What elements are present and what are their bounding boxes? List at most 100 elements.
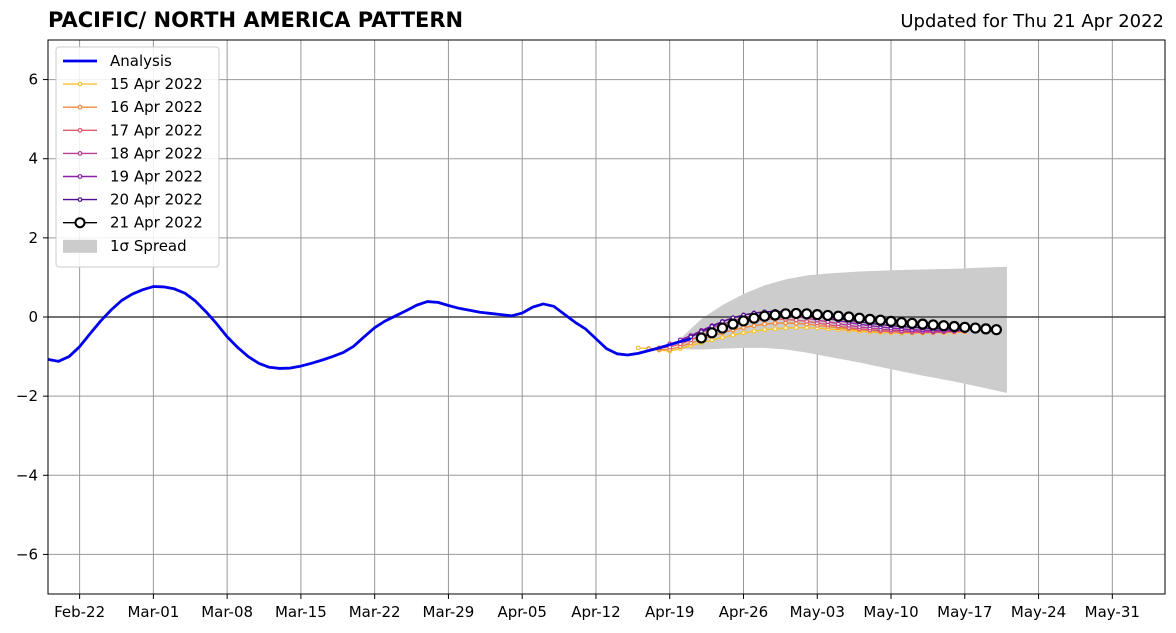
series-point [706, 327, 718, 339]
series-point [783, 325, 789, 331]
x-tick-label: Apr-19 [645, 603, 695, 621]
legend-label: 20 Apr 2022 [110, 191, 203, 209]
series-point [751, 328, 757, 334]
x-tick-label: Mar-01 [127, 603, 179, 621]
legend-label: 16 Apr 2022 [110, 98, 203, 116]
legend: Analysis 15 Apr 2022 16 Apr 2022 17 Apr 202… [55, 46, 220, 268]
series-point [635, 345, 641, 351]
legend-entry: Analysis [63, 52, 172, 70]
series-layer [635, 307, 1002, 354]
x-tick-label: Mar-22 [349, 603, 401, 621]
analysis-line [47, 285, 692, 370]
legend-entry: 1σ Spread [63, 237, 187, 255]
x-tick-label: Feb-22 [54, 603, 105, 621]
legend-label: 17 Apr 2022 [110, 121, 203, 139]
series-point [948, 320, 960, 333]
legend-label: 18 Apr 2022 [110, 144, 203, 162]
legend-entry: 21 Apr 2022 [63, 214, 203, 232]
legend-marker [77, 150, 83, 156]
series-point [864, 313, 876, 325]
chart-subtitle: Updated for Thu 21 Apr 2022 [900, 11, 1164, 32]
series-point [769, 309, 781, 321]
x-tick-label: Mar-29 [423, 603, 475, 621]
series-point [748, 312, 760, 324]
legend-label: 19 Apr 2022 [110, 168, 203, 186]
x-tick-label: May-31 [1085, 603, 1140, 621]
y-tick-label: 2 [28, 229, 38, 247]
series-point [990, 324, 1002, 336]
series-point [758, 310, 771, 322]
x-tick-label: May-03 [790, 603, 845, 621]
y-tick-label: −2 [16, 387, 38, 405]
series-point [695, 332, 707, 344]
series-point [737, 315, 750, 327]
legend-marker [77, 81, 83, 87]
legend-label: 15 Apr 2022 [110, 75, 203, 93]
series-point [727, 318, 739, 330]
x-tick-label: Apr-05 [497, 603, 547, 621]
legend-label: Analysis [110, 52, 172, 70]
series-point [959, 321, 971, 333]
legend-entry: 20 Apr 2022 [63, 191, 203, 209]
series-point [780, 308, 792, 320]
forecast-series-21-apr-2022 [695, 307, 1002, 344]
series-point [980, 323, 992, 335]
series-point [741, 330, 746, 336]
plot-frame [47, 39, 1166, 595]
x-tick-label: May-10 [863, 603, 918, 621]
series-point [790, 307, 802, 320]
legend-label: 1σ Spread [110, 237, 187, 255]
legend-entry: 15 Apr 2022 [63, 75, 203, 93]
legend-box [55, 46, 220, 268]
series-point [822, 309, 834, 322]
legend-marker [77, 104, 83, 110]
analysis-layer [47, 285, 692, 370]
series-point [927, 319, 939, 331]
legend-marker [77, 127, 83, 133]
y-tick-label: −4 [16, 466, 38, 484]
legend-entry: 18 Apr 2022 [63, 144, 203, 162]
axis-layer: Feb-22 Mar-01 Mar-08 Mar-15 Mar-22 Mar-29 Apr-… [16, 39, 1166, 621]
series-point [969, 322, 981, 334]
x-tick-label: May-24 [1011, 603, 1066, 621]
legend-entry: 16 Apr 2022 [63, 98, 203, 116]
series-point [853, 312, 866, 324]
legend-entry: 17 Apr 2022 [63, 121, 203, 139]
series-point [762, 327, 767, 333]
legend-swatch [63, 239, 97, 253]
y-tick-label: 0 [28, 308, 38, 326]
legend-entry: 19 Apr 2022 [63, 168, 203, 186]
series-point [720, 335, 725, 340]
series-point [906, 317, 918, 329]
series-point [772, 326, 778, 332]
x-tick-label: Mar-08 [201, 603, 253, 621]
series-point [874, 314, 887, 326]
y-tick-label: 6 [28, 71, 38, 89]
chart-title: PACIFIC/ NORTH AMERICA PATTERN [48, 8, 464, 32]
x-tick-label: May-17 [937, 603, 992, 621]
series-point [885, 315, 897, 327]
legend-marker [77, 174, 83, 179]
x-tick-label: Apr-12 [571, 603, 621, 621]
series-point [801, 308, 813, 320]
legend-marker [77, 197, 83, 203]
series-point [772, 320, 778, 326]
series-point [709, 337, 715, 343]
series-point [716, 322, 729, 334]
x-tick-label: Apr-26 [719, 603, 769, 621]
series-point [762, 321, 767, 327]
series-point [811, 309, 823, 321]
series-point [751, 323, 757, 329]
series-point [938, 320, 950, 332]
series-point [793, 325, 799, 331]
y-tick-label: 4 [28, 150, 38, 168]
x-tick-label: Mar-15 [275, 603, 327, 621]
legend-marker [74, 217, 86, 229]
legend-label: 21 Apr 2022 [110, 214, 203, 232]
series-point [843, 311, 855, 323]
series-point [895, 316, 908, 329]
series-point [832, 310, 844, 322]
series-point [917, 318, 929, 330]
series-point [730, 332, 736, 338]
